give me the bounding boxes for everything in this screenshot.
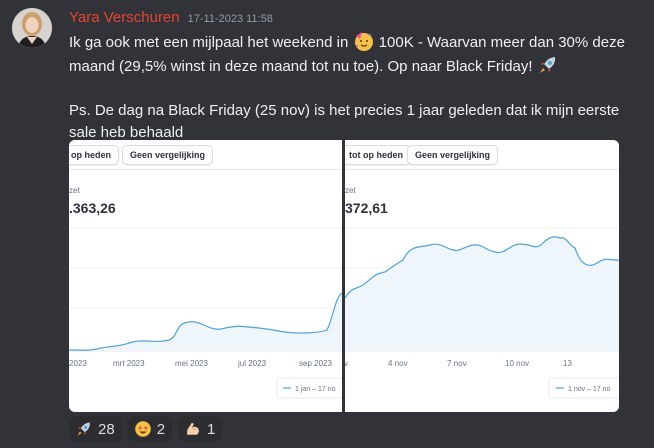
x-tick: jul 2023 [237,359,267,368]
metric-label: zet [69,186,80,195]
attachment-image-right[interactable]: tot op heden Geen vergelijking zet 372,6… [345,140,619,412]
message-timestamp: 17-11-2023 11:58 [187,13,273,25]
star-struck-icon [134,420,152,438]
rocket-icon [75,420,93,438]
message-paragraph-1: Ik ga ook met een mijlpaal het weekend i… [69,30,649,78]
message-content: Ik ga ook met een mijlpaal het weekend i… [69,30,649,144]
message-text-1a: Ik ga ook met een mijlpaal het weekend i… [69,34,353,51]
reaction-rocket[interactable]: 28 [69,416,122,442]
x-tick: v [345,359,348,368]
reaction-count: 2 [156,420,166,438]
x-tick: sep 2023 [299,359,332,368]
chart-left: 2023 mrt 2023 mei 2023 jul 2023 sep 2023… [69,227,342,399]
x-tick: mei 2023 [175,359,208,368]
attachment-image-left[interactable]: op heden Geen vergelijking zet .363,26 2… [69,140,342,412]
chart-legend: 1 nov – 17 no [568,386,611,393]
date-range-pill: op heden [69,145,119,165]
flexed-biceps-icon [184,420,202,438]
x-tick: 7 nov [447,359,467,368]
message-header: Yara Verschuren 17-11-2023 11:58 [69,9,273,26]
comparison-pill: Geen vergelijking [407,145,499,165]
filter-bar: tot op heden Geen vergelijking [345,140,619,170]
chart-right: v 4 nov 7 nov 10 nov 13 1 nov – 17 no [345,227,619,399]
metric-value: 372,61 [345,200,388,216]
reaction-flexed-biceps[interactable]: 1 [178,416,223,442]
metric-value: .363,26 [69,200,116,216]
filter-bar: op heden Geen vergelijking [69,140,342,170]
x-tick: 2023 [69,359,87,368]
partying-face-icon [353,30,375,52]
comparison-pill: Geen vergelijking [122,145,214,165]
x-tick: 4 nov [388,359,408,368]
x-tick: 10 nov [505,359,529,368]
author-name[interactable]: Yara Verschuren [69,9,180,26]
rocket-icon [537,54,559,76]
reactions-bar: 28 2 1 [69,416,223,442]
chart-legend: 1 jan – 17 no [295,386,336,393]
reaction-count: 1 [207,420,216,438]
reaction-count: 28 [98,420,115,438]
message-text-1b: 100K - Waarvan meer dan 30% deze maand (… [69,34,625,75]
message-paragraph-2: Ps. De dag na Black Friday (25 nov) is h… [69,102,620,141]
reaction-star-struck[interactable]: 2 [127,416,173,442]
x-tick: mrt 2023 [113,359,145,368]
x-tick: 13 [563,359,572,368]
avatar[interactable] [12,8,52,48]
metric-label: zet [345,186,356,195]
